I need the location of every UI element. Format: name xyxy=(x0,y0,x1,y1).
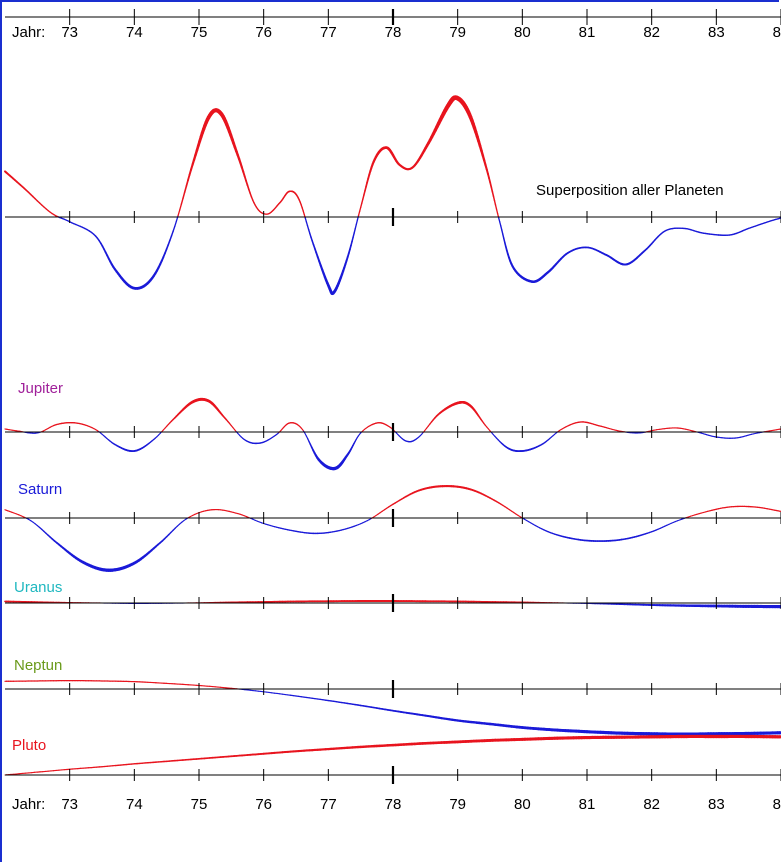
series-segment-superposition-aller-planeten xyxy=(182,191,186,199)
top-year-prefix: Jahr: xyxy=(12,24,45,41)
top-year-label-80: 80 xyxy=(514,24,531,41)
bottom-year-label-77: 77 xyxy=(320,796,337,813)
series-segment-superposition-aller-planeten xyxy=(167,239,171,246)
series-label-pluto: Pluto xyxy=(12,737,46,754)
bottom-year-label-80: 80 xyxy=(514,796,531,813)
bottom-year-label-83: 83 xyxy=(708,796,725,813)
bottom-year-prefix: Jahr: xyxy=(12,796,45,813)
bottom-year-label-82: 82 xyxy=(643,796,660,813)
series-label-saturn: Saturn xyxy=(18,481,62,498)
series-segment-superposition-aller-planeten xyxy=(185,179,189,188)
series-segment-superposition-aller-planeten xyxy=(179,203,183,211)
series-segment-superposition-aller-planeten xyxy=(491,190,495,197)
top-year-label-76: 76 xyxy=(255,24,272,41)
top-year-label-83: 83 xyxy=(708,24,725,41)
top-year-label-74: 74 xyxy=(126,24,143,41)
series-segment-superposition-aller-planeten xyxy=(497,217,501,223)
series-segment-superposition-aller-planeten xyxy=(183,185,188,194)
series-segment-superposition-aller-planeten xyxy=(495,208,499,215)
series-segment-superposition-aller-planeten xyxy=(174,220,178,228)
series-segment-superposition-aller-planeten xyxy=(499,221,502,227)
series-segment-superposition-aller-planeten xyxy=(170,230,174,237)
top-year-label-84: 84 xyxy=(773,24,781,41)
bottom-year-label-81: 81 xyxy=(579,796,596,813)
series-segment-superposition-aller-planeten xyxy=(180,197,184,205)
bottom-year-label-84: 84 xyxy=(773,796,781,813)
series-segment-superposition-aller-planeten xyxy=(500,225,503,231)
bottom-year-label-74: 74 xyxy=(126,796,143,813)
series-segment-superposition-aller-planeten xyxy=(355,219,359,225)
series-label-jupiter: Jupiter xyxy=(18,380,63,397)
series-segment-superposition-aller-planeten xyxy=(177,209,181,217)
series-label-superposition-aller-planeten: Superposition aller Planeten xyxy=(536,182,724,199)
bottom-year-label-76: 76 xyxy=(255,796,272,813)
series-label-uranus: Uranus xyxy=(14,579,62,596)
series-segment-superposition-aller-planeten xyxy=(352,232,355,238)
bottom-year-label-79: 79 xyxy=(449,796,466,813)
series-segment-superposition-aller-planeten xyxy=(357,210,361,217)
series-segment-superposition-aller-planeten xyxy=(169,235,173,242)
top-year-label-77: 77 xyxy=(320,24,337,41)
bottom-year-label-73: 73 xyxy=(61,796,78,813)
top-year-label-78: 78 xyxy=(385,24,402,41)
series-label-neptun: Neptun xyxy=(14,657,62,674)
top-year-label-73: 73 xyxy=(61,24,78,41)
top-year-label-79: 79 xyxy=(449,24,466,41)
bottom-year-label-75: 75 xyxy=(191,796,208,813)
series-segment-superposition-aller-planeten xyxy=(172,225,176,232)
series-segment-superposition-aller-planeten xyxy=(492,195,496,202)
series-segment-superposition-aller-planeten xyxy=(356,215,360,221)
bottom-year-label-78: 78 xyxy=(385,796,402,813)
series-segment-superposition-aller-planeten xyxy=(493,199,497,206)
series-segment-superposition-aller-planeten xyxy=(358,206,362,213)
series-segment-superposition-aller-planeten xyxy=(494,204,498,210)
series-segment-superposition-aller-planeten xyxy=(353,227,356,234)
top-year-label-75: 75 xyxy=(191,24,208,41)
series-segment-superposition-aller-planeten xyxy=(354,223,358,230)
top-year-label-82: 82 xyxy=(643,24,660,41)
top-year-label-81: 81 xyxy=(579,24,596,41)
